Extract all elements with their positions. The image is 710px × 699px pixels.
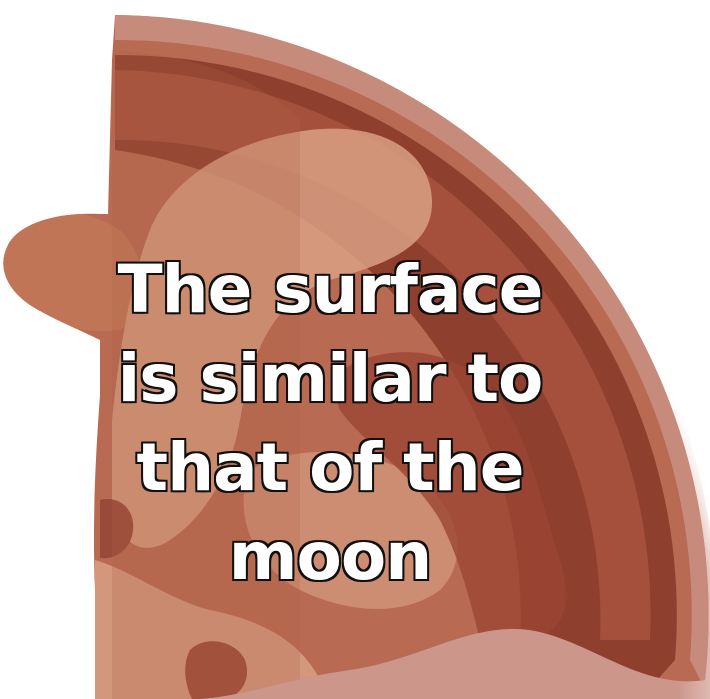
pale-region — [112, 128, 433, 548]
caption-line-4: moon — [227, 517, 433, 597]
shade-band — [112, 50, 300, 699]
caption-text: The surface is similar to that of the mo… — [60, 245, 600, 601]
dark-spot-bottom — [185, 641, 248, 699]
left-lobe — [3, 200, 143, 331]
caption-line-3: that of the — [135, 428, 526, 508]
pale-blob-lower — [243, 451, 458, 609]
caption-line-1: The surface — [116, 250, 545, 330]
pale-band-bottom — [95, 560, 320, 699]
dark-spot-left — [100, 499, 134, 559]
caption-line-2: is similar to — [116, 339, 545, 419]
mantle-wave — [336, 352, 566, 640]
